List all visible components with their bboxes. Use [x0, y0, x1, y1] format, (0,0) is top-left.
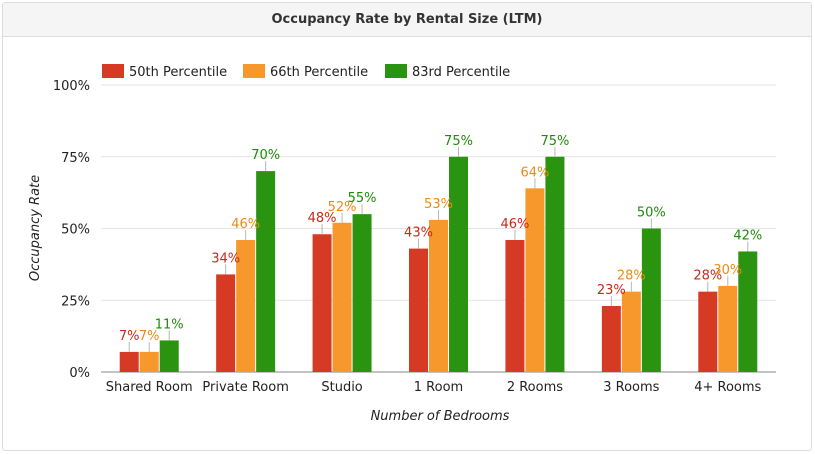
data-label-83rd-percentile: 55% [348, 191, 377, 206]
legend-item-83rd-percentile[interactable]: 83rd Percentile [412, 65, 510, 80]
x-axis-ticks: Shared Room Private Room Studio 1 Room 2 Roo… [106, 380, 762, 395]
x-tick-label: 3 Rooms [603, 380, 659, 395]
bar-83rd-percentile-private-room[interactable] [256, 171, 276, 372]
data-label-66th-percentile: 46% [231, 217, 260, 232]
bar-50th-percentile-3-rooms[interactable] [601, 305, 621, 372]
data-label-50th-percentile: 7% [119, 329, 140, 344]
bars [119, 156, 758, 373]
bar-66th-percentile-2-rooms[interactable] [525, 188, 545, 372]
legend: 50th Percentile 66th Percentile 83rd Perce… [102, 64, 510, 80]
data-label-83rd-percentile: 42% [733, 228, 762, 243]
bar-83rd-percentile-studio[interactable] [352, 214, 372, 372]
bar-50th-percentile-private-room[interactable] [216, 274, 236, 372]
legend-swatch-66th-percentile [243, 64, 265, 78]
data-label-66th-percentile: 52% [328, 200, 357, 215]
data-label-83rd-percentile: 75% [444, 134, 473, 149]
data-label-50th-percentile: 43% [404, 226, 433, 241]
bar-50th-percentile-2-rooms[interactable] [505, 239, 525, 372]
chart-title: Occupancy Rate by Rental Size (LTM) [3, 3, 811, 37]
y-tick-label: 50% [61, 223, 90, 238]
data-label-66th-percentile: 28% [617, 269, 646, 284]
x-axis-title: Number of Bedrooms [371, 409, 510, 424]
data-label-83rd-percentile: 75% [540, 134, 569, 149]
bar-83rd-percentile-1-room[interactable] [449, 156, 468, 372]
x-tick-label: 4+ Rooms [694, 380, 761, 395]
bar-83rd-percentile-4-rooms[interactable] [738, 251, 758, 372]
bar-83rd-percentile-shared-room[interactable] [159, 340, 179, 372]
x-tick-label: 2 Rooms [507, 380, 563, 395]
bar-50th-percentile-shared-room[interactable] [119, 351, 139, 372]
y-axis-ticks: 0% 25% 50% 75% 100% [53, 79, 90, 381]
y-tick-label: 0% [69, 366, 90, 381]
y-tick-label: 75% [61, 151, 90, 166]
legend-swatch-83rd-percentile [385, 64, 407, 78]
bar-83rd-percentile-2-rooms[interactable] [545, 156, 565, 372]
x-tick-label: 1 Room [414, 380, 463, 395]
bar-66th-percentile-private-room[interactable] [236, 239, 256, 372]
legend-item-66th-percentile[interactable]: 66th Percentile [270, 65, 368, 80]
y-tick-label: 25% [61, 294, 90, 309]
data-label-83rd-percentile: 50% [637, 206, 666, 221]
bar-50th-percentile-1-room[interactable] [409, 248, 428, 372]
x-tick-label: Studio [321, 380, 362, 395]
x-tick-label: Shared Room [106, 380, 193, 395]
y-tick-label: 100% [53, 79, 90, 94]
bar-50th-percentile-studio[interactable] [312, 234, 332, 372]
data-label-66th-percentile: 64% [520, 165, 549, 180]
data-label-66th-percentile: 7% [139, 329, 160, 344]
bar-66th-percentile-4-rooms[interactable] [718, 285, 738, 372]
bar-66th-percentile-shared-room[interactable] [139, 351, 159, 372]
data-label-50th-percentile: 46% [500, 217, 529, 232]
data-label-50th-percentile: 34% [211, 251, 240, 266]
data-label-66th-percentile: 30% [713, 263, 742, 278]
data-label-50th-percentile: 48% [308, 211, 337, 226]
data-label-83rd-percentile: 70% [251, 148, 280, 163]
legend-swatch-50th-percentile [102, 64, 124, 78]
y-axis-title: Occupancy Rate [28, 175, 43, 281]
bar-83rd-percentile-3-rooms[interactable] [641, 228, 661, 373]
data-label-66th-percentile: 53% [424, 197, 453, 212]
bar-50th-percentile-4-rooms[interactable] [698, 291, 718, 372]
bar-66th-percentile-studio[interactable] [332, 222, 352, 372]
legend-item-50th-percentile[interactable]: 50th Percentile [129, 65, 227, 80]
data-label-50th-percentile: 23% [597, 283, 626, 298]
data-label-83rd-percentile: 11% [155, 317, 184, 332]
data-label-50th-percentile: 28% [693, 269, 722, 284]
x-tick-label: Private Room [202, 380, 288, 395]
data-labels: 7% 7%11%34%46%70%48%52%55%43%53%75%46%64%… [119, 134, 762, 352]
bar-66th-percentile-1-room[interactable] [429, 219, 448, 372]
bar-66th-percentile-3-rooms[interactable] [621, 291, 641, 372]
